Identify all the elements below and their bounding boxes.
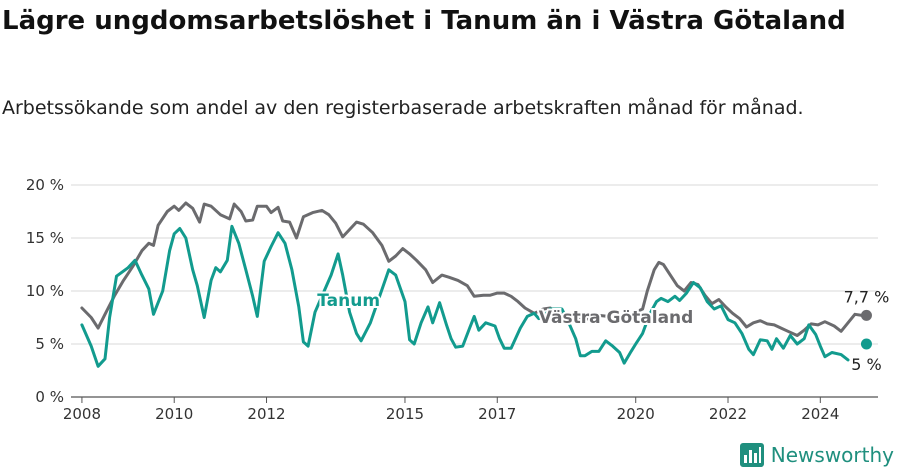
y-tick-label: 15 % — [26, 229, 64, 247]
chart-logo-icon — [739, 443, 764, 467]
series-lines — [80, 201, 872, 368]
x-tick-label: 2017 — [478, 405, 516, 420]
x-tick-label: 2015 — [386, 405, 424, 420]
x-tick-label: 2010 — [155, 405, 193, 420]
series-labels: 7,7 % 5 % Västra Götaland Tanum — [315, 287, 890, 374]
tanum-line — [80, 224, 850, 368]
x-tick-label: 2022 — [709, 405, 747, 420]
tanum-end-label: 5 % — [851, 355, 881, 374]
gridlines — [71, 184, 878, 398]
x-tick-label: 2020 — [617, 405, 655, 420]
vg-series-label: Västra Götaland — [539, 308, 694, 328]
tanum-series-label: Tanum — [317, 291, 380, 311]
y-tick-label: 5 % — [35, 335, 64, 353]
tanum-end-point — [860, 338, 872, 350]
x-tick-label: 2008 — [63, 405, 101, 420]
chart-title: Lägre ungdomsarbetslöshet i Tanum än i V… — [2, 6, 846, 36]
x-tick-label: 2012 — [247, 405, 285, 420]
brand-name: Newsworthy — [770, 443, 894, 467]
vg-end-label: 7,7 % — [844, 287, 890, 306]
chart-subtitle: Arbetssökande som andel av den registerb… — [2, 97, 804, 119]
line-chart: 0 %5 %10 %15 %20 % 2008 2010 2012 2015 2017 2… — [26, 176, 890, 420]
y-tick-label: 10 % — [26, 282, 64, 300]
vg-end-point — [860, 309, 872, 321]
y-tick-label: 0 % — [35, 388, 64, 406]
x-tick-label: 2024 — [801, 405, 839, 420]
vg-line — [80, 201, 864, 337]
x-axis-ticks: 2008 2010 2012 2015 2017 2020 2022 2024 — [63, 397, 839, 420]
y-axis-ticks: 0 % 5 % 10 % 15 % 20 % — [26, 176, 64, 406]
newsworthy-logo: Newsworthy — [739, 442, 894, 468]
y-tick-label: 20 % — [26, 176, 64, 194]
